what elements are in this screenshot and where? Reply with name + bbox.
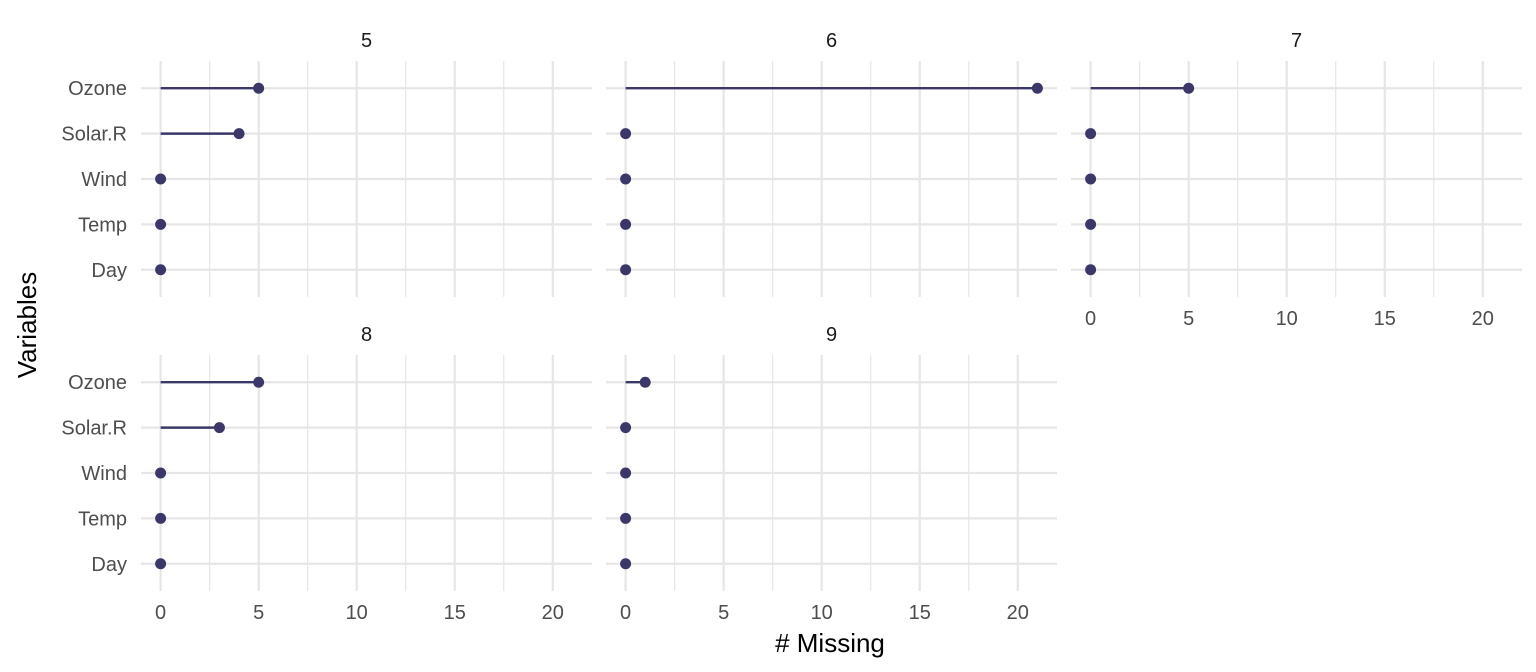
lollipop-point [1085, 264, 1097, 276]
lollipop-point [253, 82, 265, 94]
lollipop-point [620, 422, 632, 434]
facet-title: 5 [361, 30, 372, 52]
y-tick-label: Temp [78, 508, 127, 530]
lollipop-point [620, 264, 632, 276]
y-tick-label: Solar.R [61, 124, 127, 146]
facet-title: 9 [826, 324, 837, 346]
lollipop-point [155, 512, 167, 524]
facet-panel-6: 6 [606, 30, 1057, 297]
y-tick-label: Day [91, 554, 127, 576]
y-tick-label: Ozone [68, 78, 127, 100]
y-tick-label: Ozone [68, 372, 127, 394]
x-tick-label: 5 [253, 602, 264, 624]
x-tick-label: 10 [1276, 308, 1298, 330]
x-tick-label: 15 [1374, 308, 1396, 330]
x-tick-label: 20 [1472, 308, 1494, 330]
x-tick-label: 5 [718, 602, 729, 624]
facet-panel-7: 7 0 5 10 15 20 [1071, 30, 1522, 330]
facet-panel-9: 9 0 5 10 15 20 [606, 324, 1057, 624]
y-tick-label: Solar.R [61, 418, 127, 440]
lollipop-point [233, 128, 245, 140]
lollipop-point [1085, 218, 1097, 230]
x-tick-label: 5 [1183, 308, 1194, 330]
x-axis-title: # Missing [775, 628, 885, 658]
x-tick-label: 20 [542, 602, 564, 624]
lollipop-point [1183, 82, 1195, 94]
lollipop-point [620, 173, 632, 185]
x-tick-label: 0 [620, 602, 631, 624]
x-tick-label: 10 [346, 602, 368, 624]
lollipop-point [213, 422, 225, 434]
y-tick-label: Wind [81, 169, 127, 191]
x-tick-label: 10 [811, 602, 833, 624]
lollipop-point [155, 558, 167, 570]
x-tick-label: 0 [1085, 308, 1096, 330]
lollipop-point [155, 264, 167, 276]
facet-title: 7 [1291, 30, 1302, 52]
lollipop-point [620, 128, 632, 140]
x-tick-label: 20 [1007, 602, 1029, 624]
lollipop-point [639, 376, 651, 388]
lollipop-point [155, 467, 167, 479]
facet-title: 6 [826, 30, 837, 52]
lollipop-point [1085, 173, 1097, 185]
lollipop-point [1031, 82, 1043, 94]
facet-panel-8: 8 Ozone Solar.R Wind Temp Day 0 5 10 15 20 [61, 324, 592, 624]
lollipop-point [620, 558, 632, 570]
x-tick-label: 15 [444, 602, 466, 624]
lollipop-point [155, 173, 167, 185]
facet-panel-5: 5 Ozone Solar.R Wind Temp Day [61, 30, 592, 297]
lollipop-point [253, 376, 265, 388]
lollipop-point [155, 218, 167, 230]
lollipop-point [620, 218, 632, 230]
y-tick-label: Temp [78, 214, 127, 236]
lollipop-point [620, 467, 632, 479]
facet-title: 8 [361, 324, 372, 346]
lollipop-point [620, 512, 632, 524]
x-tick-label: 0 [155, 602, 166, 624]
y-tick-label: Wind [81, 463, 127, 485]
y-axis-title: Variables [12, 272, 42, 378]
y-tick-label: Day [91, 260, 127, 282]
lollipop-point [1085, 128, 1097, 140]
x-tick-label: 15 [909, 602, 931, 624]
